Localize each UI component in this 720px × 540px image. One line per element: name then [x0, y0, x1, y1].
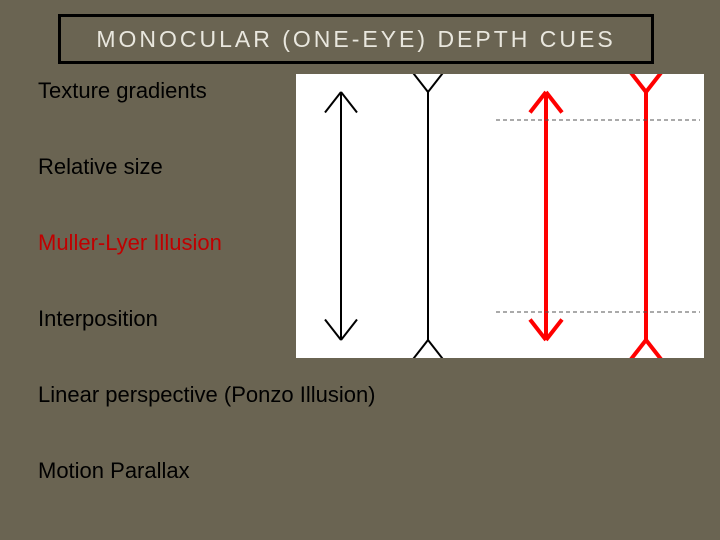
list-item: Linear perspective (Ponzo Illusion) — [38, 382, 376, 408]
illusion-svg — [296, 74, 704, 358]
muller-lyer-illusion — [296, 74, 704, 358]
slide-title: MONOCULAR (ONE-EYE) DEPTH CUES — [96, 26, 615, 53]
list-item: Motion Parallax — [38, 458, 376, 484]
title-box: MONOCULAR (ONE-EYE) DEPTH CUES — [58, 14, 654, 64]
